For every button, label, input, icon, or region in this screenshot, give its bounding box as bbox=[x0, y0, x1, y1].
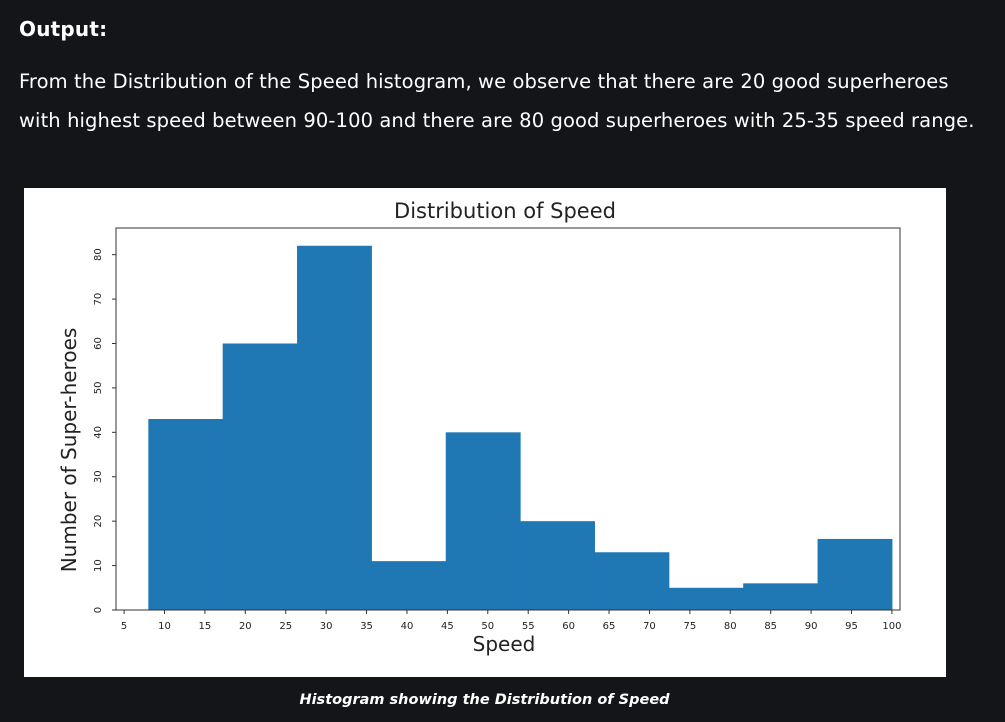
histogram-bar bbox=[222, 343, 298, 610]
y-tick-label: 40 bbox=[93, 426, 104, 439]
x-ticks-group: 5 10 15 20 25 30 35 40 45 50 55 60 65 70 75 80 85 90 95 100 bbox=[121, 610, 901, 632]
y-tick-label: 50 bbox=[93, 382, 104, 395]
x-tick-label: 30 bbox=[320, 621, 333, 632]
y-tick-label: 30 bbox=[93, 470, 104, 483]
x-tick-label: 25 bbox=[279, 621, 292, 632]
description-paragraph: From the Distribution of the Speed histo… bbox=[19, 70, 975, 132]
x-tick-label: 75 bbox=[683, 621, 696, 632]
figure-caption: Histogram showing the Distribution of Sp… bbox=[299, 692, 670, 708]
histogram-chart: Distribution of Speed 5 10 15 20 25 30 35 40 45 5… bbox=[57, 199, 901, 656]
x-tick-label: 90 bbox=[805, 621, 818, 632]
x-tick-label: 50 bbox=[481, 621, 494, 632]
histogram-bar bbox=[520, 521, 595, 610]
axes-frame bbox=[115, 227, 901, 611]
x-tick-label: 60 bbox=[562, 621, 575, 632]
histogram-bar bbox=[148, 419, 224, 610]
x-tick-label: 20 bbox=[239, 621, 252, 632]
x-tick-label: 40 bbox=[401, 621, 414, 632]
x-tick-label: 100 bbox=[882, 621, 901, 632]
y-ticks-group: 0 10 20 30 40 50 60 70 80 bbox=[93, 248, 116, 613]
output-heading: Output: bbox=[19, 17, 108, 41]
histogram-bar bbox=[817, 538, 893, 610]
x-tick-label: 15 bbox=[199, 621, 212, 632]
histogram-bar bbox=[594, 552, 670, 610]
y-tick-label: 80 bbox=[93, 248, 104, 261]
x-tick-label: 65 bbox=[603, 621, 616, 632]
x-tick-label: 45 bbox=[441, 621, 454, 632]
x-tick-label: 95 bbox=[845, 621, 858, 632]
x-tick-label: 70 bbox=[643, 621, 656, 632]
x-tick-label: 35 bbox=[360, 621, 373, 632]
histogram-bar bbox=[371, 561, 447, 610]
y-tick-label: 60 bbox=[93, 337, 104, 350]
y-tick-label: 20 bbox=[93, 515, 104, 528]
bars-group bbox=[148, 245, 893, 610]
x-tick-label: 5 bbox=[121, 621, 127, 632]
y-tick-label: 0 bbox=[93, 607, 104, 613]
histogram-bar bbox=[668, 587, 744, 610]
histogram-bar bbox=[743, 583, 819, 610]
histogram-figure: Distribution of Speed 5 10 15 20 25 30 35 40 45 5… bbox=[24, 188, 946, 677]
x-tick-label: 85 bbox=[764, 621, 777, 632]
x-tick-label: 55 bbox=[522, 621, 535, 632]
histogram-bar bbox=[445, 432, 521, 610]
y-tick-label: 70 bbox=[93, 293, 104, 306]
y-tick-label: 10 bbox=[93, 559, 104, 572]
x-tick-label: 10 bbox=[158, 621, 171, 632]
chart-title: Distribution of Speed bbox=[394, 199, 616, 223]
x-tick-label: 80 bbox=[724, 621, 737, 632]
histogram-bar bbox=[297, 245, 372, 610]
x-axis-label: Speed bbox=[473, 632, 536, 656]
y-axis-label: Number of Super-heroes bbox=[57, 328, 81, 573]
